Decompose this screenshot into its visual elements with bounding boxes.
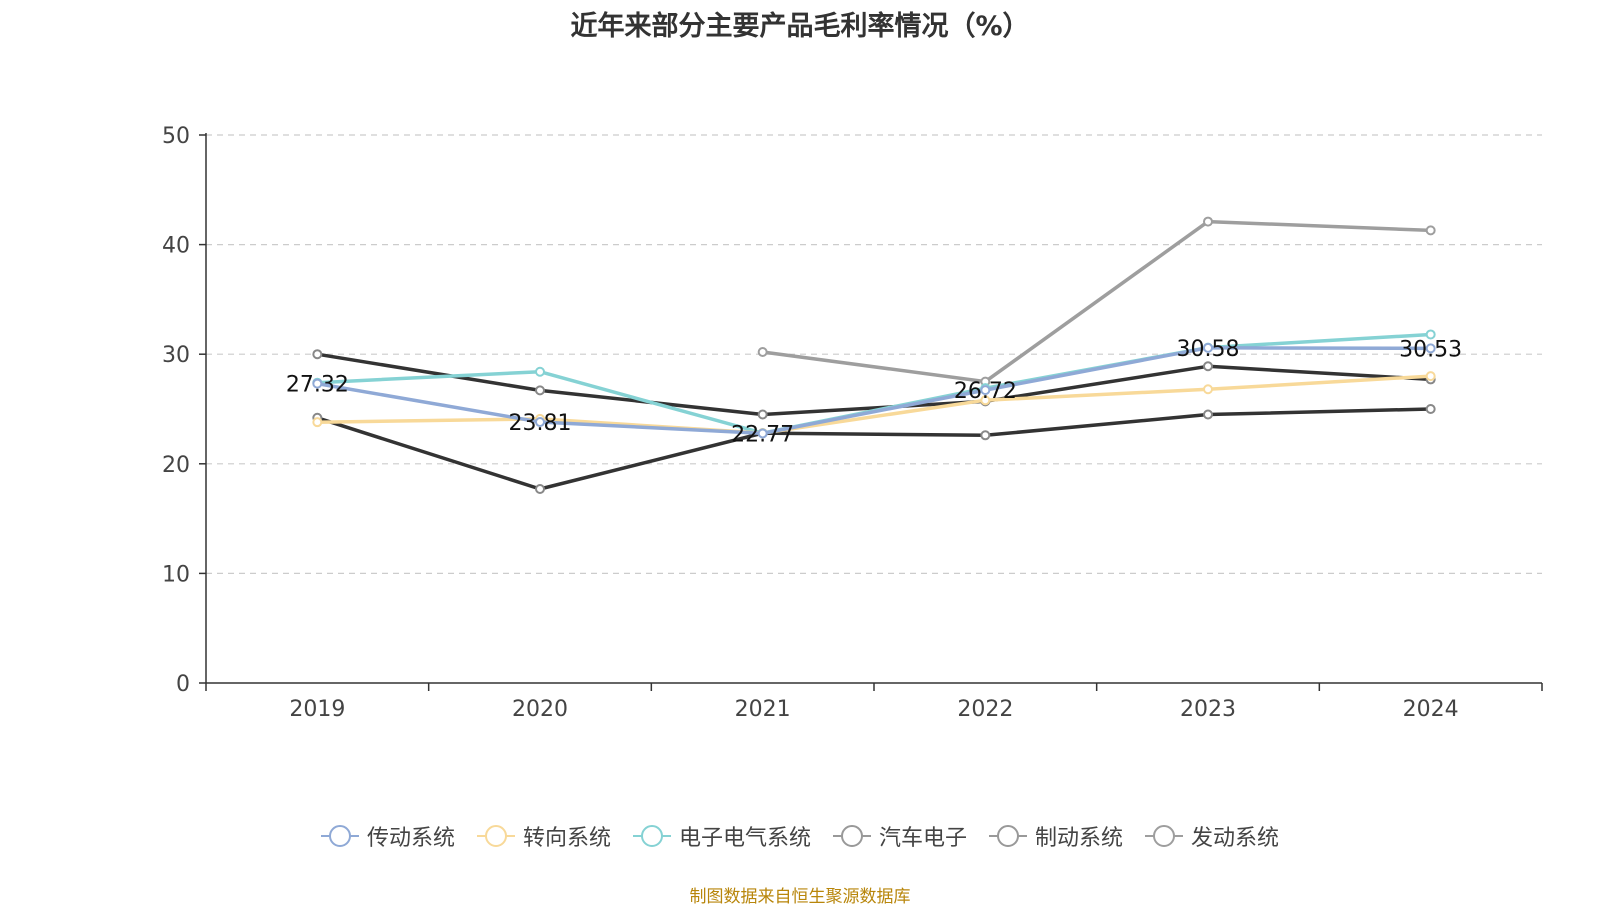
legend-item-4[interactable]: 制动系统 <box>989 820 1123 852</box>
legend-marker-icon <box>320 824 359 848</box>
series-line-3-0 <box>317 352 1431 417</box>
data-label-0-2021: 22.77 <box>731 422 794 447</box>
legend-marker-icon <box>1145 824 1184 848</box>
series-1-point-2024[interactable] <box>1425 371 1436 382</box>
series-4-point-2023[interactable] <box>1203 409 1213 420</box>
legend-item-3[interactable]: 汽车电子 <box>833 820 967 852</box>
data-label-0-2019: 27.32 <box>286 373 349 398</box>
series-0-point-2021[interactable] <box>757 428 768 439</box>
series-0-point-2020[interactable] <box>535 417 545 428</box>
x-tick-label-2021: 2021 <box>735 697 791 722</box>
series-1-point-2022[interactable] <box>980 395 991 406</box>
series-0-point-2024[interactable] <box>1425 343 1436 354</box>
legend-label: 汽车电子 <box>879 826 968 851</box>
legend-marker-icon <box>833 824 871 848</box>
series-4-point-2022[interactable] <box>980 430 991 441</box>
y-tick-label-40: 40 <box>162 234 190 259</box>
series-line-1-0 <box>317 374 1431 435</box>
series-line-5-0 <box>762 219 1431 384</box>
legend-label: 电子电气系统 <box>678 826 811 851</box>
legend-item-0[interactable]: 传动系统 <box>320 820 455 852</box>
chart-title: 近年来部分主要产品毛利率情况（%） <box>570 11 1030 42</box>
series-2-point-2024[interactable] <box>1425 329 1436 340</box>
y-tick-label-30: 30 <box>162 343 190 368</box>
y-tick-label-10: 10 <box>162 562 190 587</box>
x-tick-label-2019: 2019 <box>289 697 345 722</box>
y-tick-label-0: 0 <box>176 672 190 697</box>
series-3-point-2023[interactable] <box>1203 361 1213 372</box>
series-0-point-2022[interactable] <box>980 385 991 396</box>
legend-marker-icon <box>989 824 1028 848</box>
y-tick-label-50: 50 <box>162 124 190 149</box>
series-3-point-2020[interactable] <box>535 385 545 396</box>
legend-label: 发动系统 <box>1191 826 1280 851</box>
series-2-point-2020[interactable] <box>535 366 545 377</box>
series-4-point-2024[interactable] <box>1425 404 1436 414</box>
x-tick-label-2022: 2022 <box>957 697 1013 722</box>
legend-item-1[interactable]: 转向系统 <box>476 820 611 852</box>
series-3-point-2019[interactable] <box>312 349 323 360</box>
data-label-0-2024: 30.53 <box>1399 337 1462 362</box>
series-5-point-2024[interactable] <box>1425 225 1436 236</box>
series-1-point-2023[interactable] <box>1203 384 1213 395</box>
legend: 传动系统 转向系统 电子电气系统 汽车电子 制动系统 发动系统 <box>0 820 1600 852</box>
data-label-0-2023: 30.58 <box>1177 337 1240 362</box>
series-1-point-2019[interactable] <box>312 417 323 428</box>
series-line-4-0 <box>316 407 1431 491</box>
series-5-point-2021[interactable] <box>757 347 768 358</box>
data-label-0-2022: 26.72 <box>954 379 1017 404</box>
series-5-point-2023[interactable] <box>1203 216 1213 227</box>
series-0-point-2019[interactable] <box>312 378 323 389</box>
x-tick-label-2020: 2020 <box>512 697 568 722</box>
legend-marker-icon <box>632 824 671 848</box>
data-label-0-2020: 23.81 <box>509 411 572 436</box>
series-4-point-2020[interactable] <box>535 484 545 495</box>
series-line-0-0 <box>317 346 1431 436</box>
x-tick-label-2024: 2024 <box>1403 697 1459 722</box>
legend-item-5[interactable]: 发动系统 <box>1145 820 1279 852</box>
y-tick-label-20: 20 <box>162 453 190 478</box>
source-note: 制图数据来自恒生聚源数据库 <box>689 887 911 907</box>
series-3-point-2021[interactable] <box>757 409 768 420</box>
x-tick-label-2023: 2023 <box>1180 697 1236 722</box>
legend-label: 转向系统 <box>522 826 611 851</box>
series-0-point-2023[interactable] <box>1203 342 1213 353</box>
legend-label: 制动系统 <box>1035 826 1124 851</box>
legend-label: 传动系统 <box>366 826 455 851</box>
legend-item-2[interactable]: 电子电气系统 <box>632 820 811 852</box>
legend-marker-icon <box>476 824 515 848</box>
